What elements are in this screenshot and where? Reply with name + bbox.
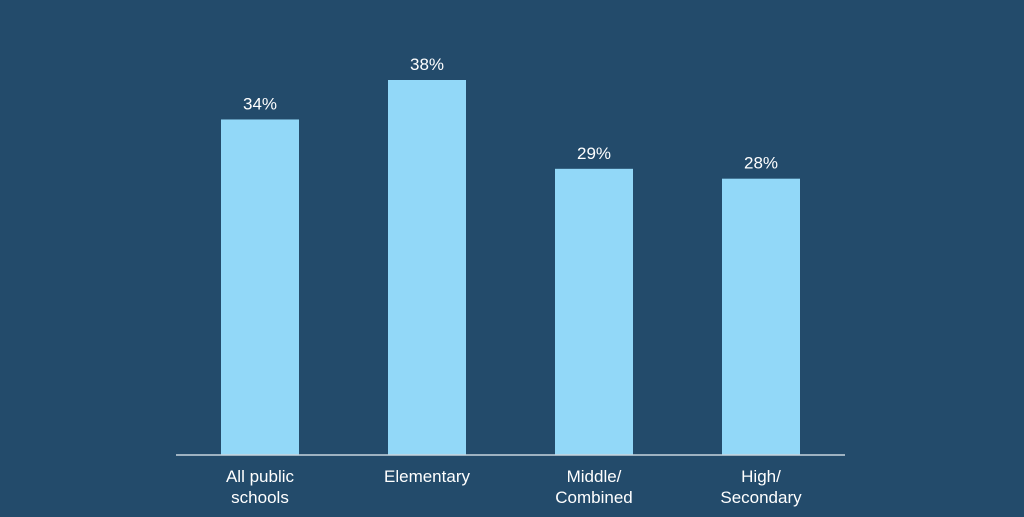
bar-3	[722, 178, 800, 455]
category-label-0-line-0: All public	[226, 467, 295, 486]
bar-1	[388, 80, 466, 455]
value-label-3: 28%	[744, 154, 778, 173]
category-labels-group: All public schools Elementary Middle/Combin…	[226, 467, 802, 507]
value-label-1: 38%	[410, 55, 444, 74]
category-label-3-line-1: Secondary	[720, 488, 802, 507]
value-label-2: 29%	[577, 144, 611, 163]
bar-2	[555, 168, 633, 455]
category-label-2-line-0: Middle/	[567, 467, 622, 486]
bar-0	[221, 119, 299, 455]
category-label-3-line-0: High/	[741, 467, 781, 486]
category-label-2-line-1: Combined	[555, 488, 633, 507]
category-label-1-line-0: Elementary	[384, 467, 470, 486]
value-labels-group: 34% 38% 29% 28%	[243, 55, 778, 173]
category-label-0-line-1: schools	[231, 488, 289, 507]
value-label-0: 34%	[243, 94, 277, 113]
bars-group	[221, 80, 800, 455]
